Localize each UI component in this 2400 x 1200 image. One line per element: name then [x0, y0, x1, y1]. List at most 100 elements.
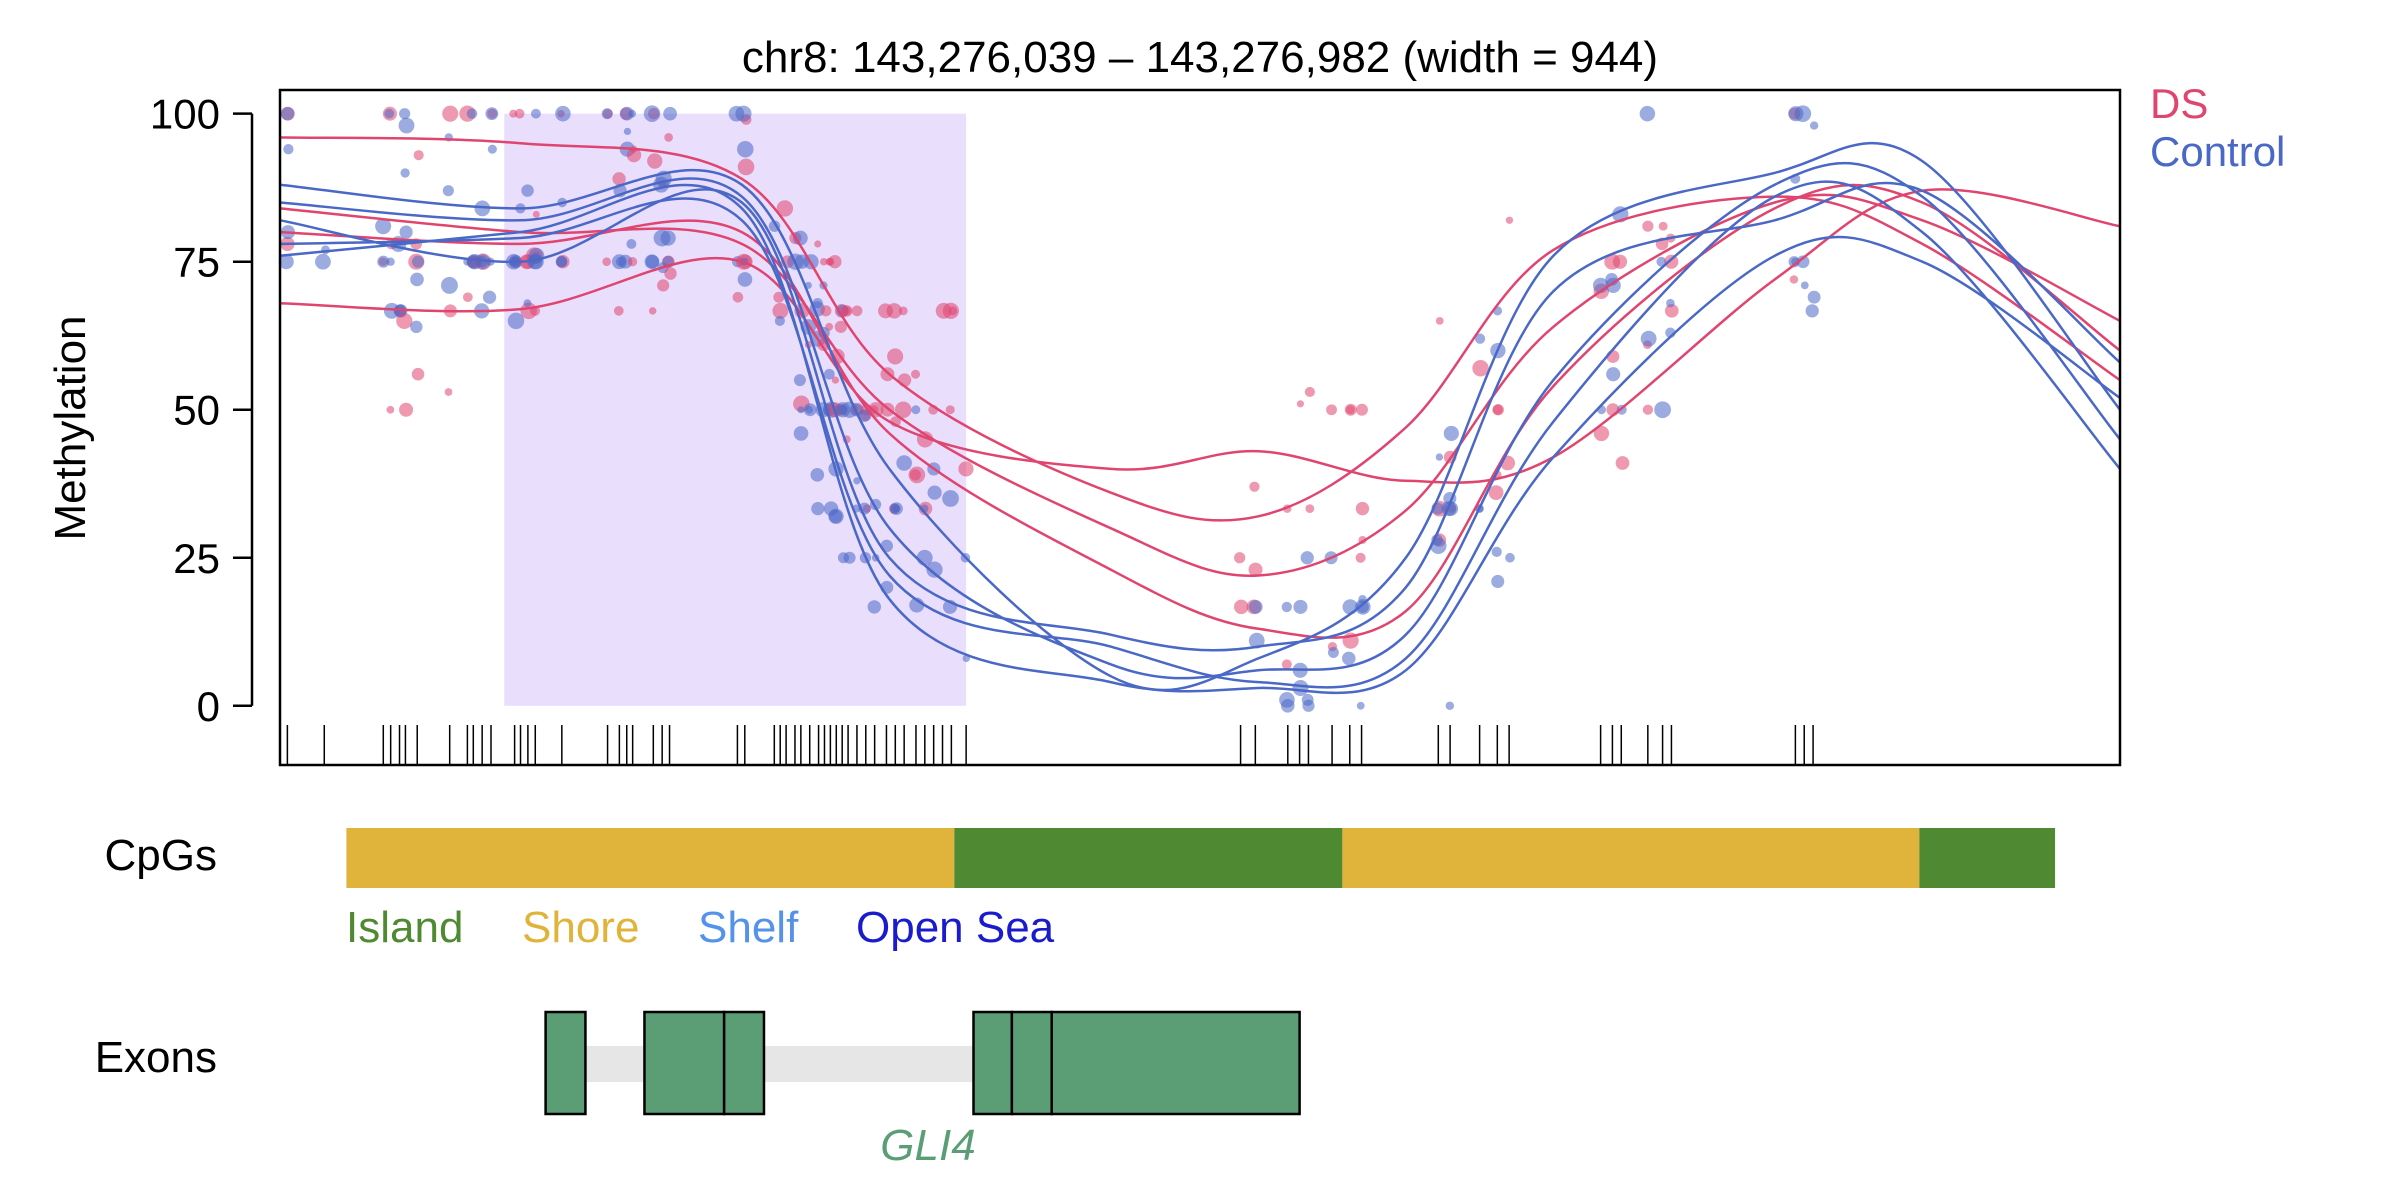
sample-point	[1280, 699, 1295, 713]
sample-point	[1593, 425, 1610, 442]
exons-track-label: Exons	[95, 1033, 217, 1082]
sample-point	[772, 302, 789, 319]
cpg-legend-open-sea: Open Sea	[856, 903, 1055, 952]
sample-point	[410, 272, 424, 287]
sample-point	[411, 367, 425, 381]
sample-point	[410, 320, 423, 334]
sample-point	[887, 348, 904, 365]
y-tick-label: 75	[173, 239, 220, 286]
sample-point	[626, 238, 637, 249]
sample-point	[400, 168, 410, 178]
sample-point	[399, 225, 413, 239]
sample-point	[732, 291, 744, 303]
sample-point	[602, 257, 612, 267]
sample-point	[1356, 701, 1365, 710]
exon-block	[1010, 1010, 1053, 1116]
sample-point	[466, 108, 478, 119]
sample-point	[851, 305, 863, 317]
sample-point	[735, 105, 752, 122]
sample-point	[1300, 551, 1314, 565]
sample-point	[386, 405, 395, 414]
sample-point	[1639, 105, 1656, 122]
sample-point	[1658, 221, 1668, 231]
sample-point	[958, 461, 974, 477]
sample-point	[399, 402, 414, 417]
smooth-curve-control	[279, 183, 2121, 695]
sample-point	[811, 502, 825, 516]
sample-point	[1435, 453, 1444, 461]
sample-point	[889, 503, 900, 514]
sample-point	[737, 158, 755, 176]
sample-point	[1281, 601, 1292, 613]
sample-point	[867, 600, 882, 614]
sample-point	[1281, 659, 1292, 670]
sample-point	[556, 256, 568, 268]
sample-point	[1233, 599, 1249, 615]
sample-point	[440, 276, 458, 294]
sample-point	[1443, 425, 1459, 442]
sample-point	[911, 369, 921, 379]
y-axis-label: Methylation	[46, 315, 95, 540]
sample-point	[1492, 404, 1504, 416]
sample-point	[896, 455, 912, 471]
sample-point	[1664, 304, 1679, 318]
sample-point	[797, 406, 805, 414]
sample-point	[643, 105, 661, 122]
sample-point	[664, 133, 673, 142]
cpg-track-label: CpGs	[105, 831, 217, 880]
sample-point	[462, 292, 473, 303]
sample-point	[1296, 400, 1304, 408]
exon-block	[722, 1010, 766, 1116]
sample-point	[793, 374, 806, 387]
sample-point	[628, 109, 636, 118]
sample-point	[386, 257, 395, 266]
sample-point	[948, 306, 958, 316]
sample-point	[398, 117, 415, 134]
sample-point	[1789, 275, 1799, 284]
sample-point	[812, 297, 823, 309]
sample-point	[647, 153, 663, 169]
sample-point	[1505, 552, 1515, 563]
sample-point	[927, 485, 942, 500]
sample-point	[886, 303, 902, 319]
sample-point	[315, 253, 331, 270]
sample-point	[444, 388, 453, 396]
sample-point	[485, 107, 499, 121]
sample-point	[908, 466, 926, 484]
sample-point	[1664, 254, 1679, 269]
smooth-curve-control	[279, 180, 2121, 689]
sample-point	[1606, 367, 1621, 382]
sample-point	[664, 267, 677, 280]
sample-point	[627, 257, 638, 267]
y-tick-label: 100	[150, 91, 220, 138]
sample-point	[278, 254, 294, 270]
sample-point	[842, 306, 852, 316]
sample-point	[1491, 574, 1505, 588]
cpg-legend-shelf: Shelf	[698, 903, 799, 952]
sample-point	[442, 185, 454, 197]
sample-point	[487, 144, 497, 154]
sample-point	[1355, 501, 1370, 516]
smooth-curve-ds	[279, 183, 2121, 639]
sample-point	[1491, 546, 1502, 557]
sample-point	[1305, 504, 1315, 513]
cpg-segment-island	[1919, 828, 2056, 888]
sample-point	[283, 144, 294, 155]
sample-point	[618, 254, 633, 269]
sample-point	[474, 200, 491, 217]
cpg-segment-shore	[1342, 828, 1920, 888]
sample-point	[399, 108, 411, 120]
sample-point	[1474, 333, 1486, 344]
sample-point	[1435, 317, 1444, 325]
sample-point	[532, 210, 540, 218]
gene-label: GLI4	[880, 1121, 975, 1170]
sample-point	[1615, 456, 1630, 470]
smooth-curve-ds	[279, 193, 2121, 577]
legend-ds: DS	[2150, 80, 2208, 127]
y-tick-label: 25	[173, 535, 220, 582]
chart-title: chr8: 143,276,039 – 143,276,982 (width =…	[742, 33, 1658, 82]
sample-point	[737, 272, 753, 287]
sample-point	[555, 105, 571, 122]
sample-point	[814, 240, 822, 248]
sample-point	[375, 218, 392, 235]
